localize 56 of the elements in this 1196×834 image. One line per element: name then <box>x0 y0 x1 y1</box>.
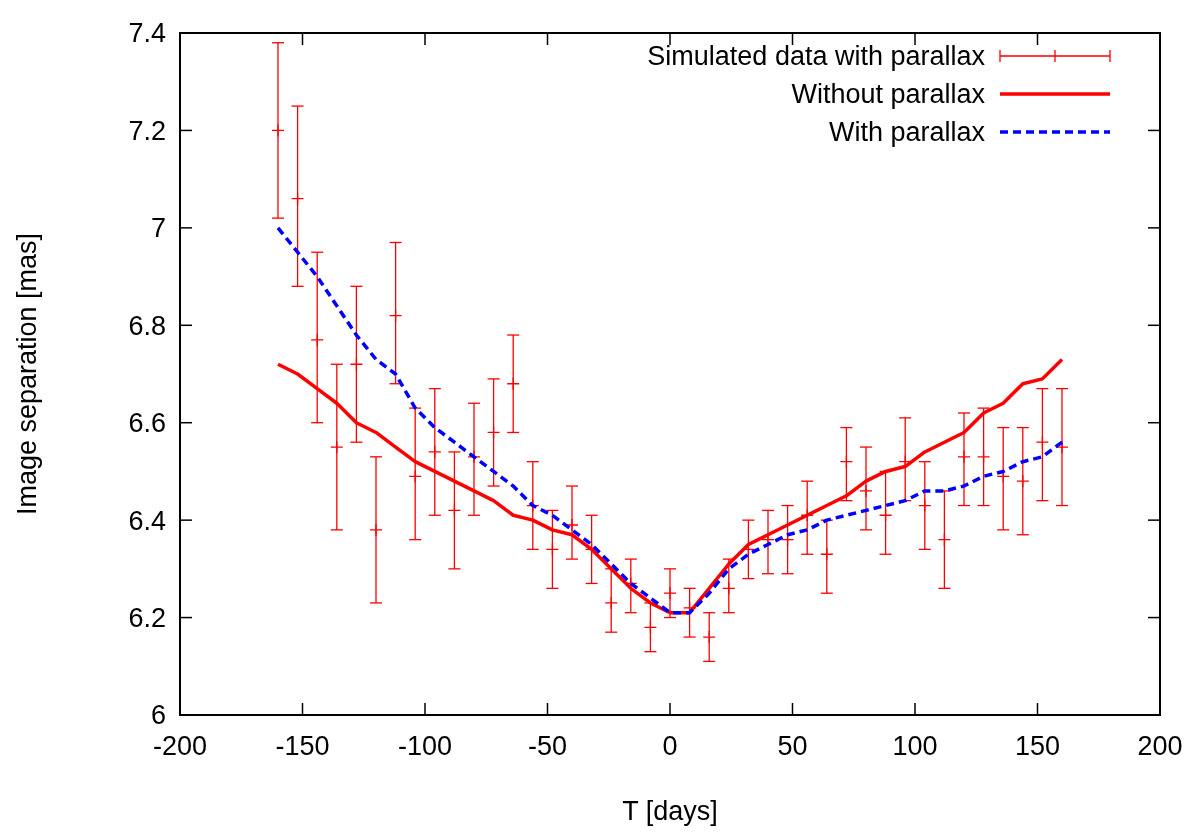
point <box>271 123 285 138</box>
y-axis-title: Image separation [mas] <box>12 232 42 516</box>
y-tick-label: 6.8 <box>128 310 166 341</box>
point <box>408 469 422 483</box>
y-tick-label: 6.2 <box>128 603 166 634</box>
y-tick-label: 7.4 <box>128 18 166 49</box>
point <box>604 596 618 610</box>
x-tick-label: 200 <box>1137 731 1183 761</box>
point <box>545 542 560 557</box>
point <box>467 450 481 464</box>
x-tick-label: 0 <box>662 731 678 761</box>
y-tick-label: 7.2 <box>128 115 166 146</box>
point <box>388 308 403 323</box>
point <box>976 450 991 464</box>
point <box>839 455 854 469</box>
y-tick-label: 6 <box>150 700 166 731</box>
point <box>722 581 736 595</box>
point <box>702 630 716 644</box>
x-tick-label: -200 <box>152 731 208 761</box>
x-tick-label: -150 <box>275 731 330 761</box>
x-tick-label: -50 <box>527 731 568 761</box>
point <box>447 503 462 518</box>
x-tick-label: 50 <box>777 731 808 761</box>
point <box>1035 435 1050 449</box>
point <box>310 333 324 347</box>
point <box>859 484 873 498</box>
x-tick-label: -100 <box>397 731 453 761</box>
x-axis-title: T [days] <box>622 796 718 826</box>
line-series <box>276 226 1064 615</box>
point <box>369 523 383 537</box>
point <box>918 498 932 513</box>
point <box>957 450 971 464</box>
point <box>1016 474 1030 488</box>
point <box>486 425 501 440</box>
point <box>937 532 952 547</box>
point <box>800 508 814 522</box>
point <box>643 620 658 634</box>
point <box>565 518 579 532</box>
legend-label: Without parallax <box>791 79 986 110</box>
point <box>526 498 540 513</box>
point <box>878 508 893 522</box>
x-tick-label: 100 <box>892 731 938 761</box>
legend-label: Simulated data with parallax <box>647 41 986 72</box>
y-tick-label: 7 <box>150 213 166 244</box>
point <box>290 191 305 206</box>
point <box>428 445 442 459</box>
x-tick-label: 150 <box>1014 731 1061 761</box>
point <box>1055 440 1069 454</box>
point <box>330 440 344 454</box>
legend-label: With parallax <box>828 117 986 148</box>
y-tick-label: 6.6 <box>128 408 166 439</box>
point <box>506 377 520 391</box>
y-tick-label: 6.4 <box>128 505 166 536</box>
point <box>663 586 677 600</box>
point <box>820 547 834 561</box>
point <box>349 357 364 371</box>
